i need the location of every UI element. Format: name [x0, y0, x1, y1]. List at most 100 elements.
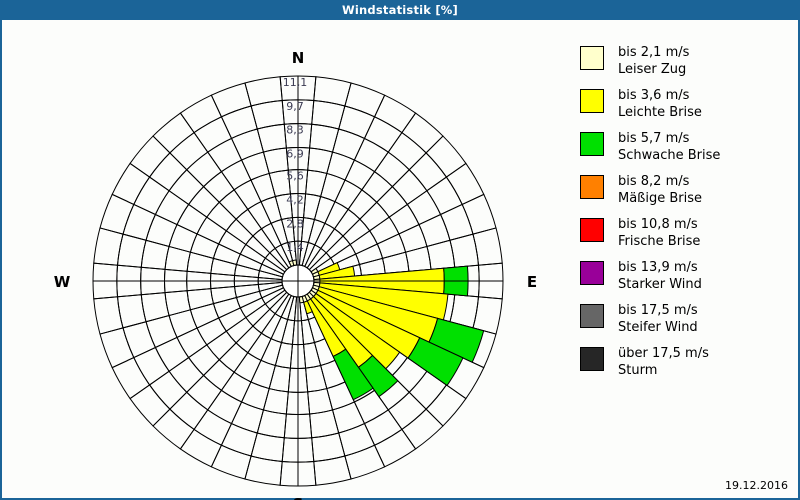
radial-tick-label: 6,9 — [286, 148, 304, 161]
grid-cell — [207, 137, 243, 173]
grid-cell — [303, 341, 322, 369]
grid-cell — [148, 370, 188, 410]
grid-cell — [425, 384, 467, 427]
wind-rose-segment — [407, 337, 464, 387]
grid-cell — [269, 291, 290, 315]
grid-cell — [196, 317, 228, 346]
grid-cell — [358, 257, 386, 276]
legend-beaufort-name: Sturm — [618, 363, 658, 378]
legend-speed-range: über 17,5 m/s — [618, 346, 709, 361]
grid-cell — [93, 227, 124, 266]
grid-cell — [305, 169, 328, 198]
grid-cell — [338, 105, 376, 140]
grid-cell — [206, 330, 237, 361]
legend-color-swatch — [580, 261, 604, 285]
grid-cell — [264, 252, 288, 273]
compass-label-south: S — [278, 495, 318, 500]
radial-tick-label: 11,1 — [283, 76, 308, 89]
grid-cell — [344, 159, 376, 191]
legend-label: bis 17,5 m/s Steifer Wind — [618, 302, 698, 336]
radial-tick-label: 5,6 — [286, 170, 304, 183]
legend-label: bis 13,9 m/s Starker Wind — [618, 259, 702, 293]
legend-beaufort-name: Steifer Wind — [618, 320, 698, 335]
legend-speed-range: bis 8,2 m/s — [618, 174, 690, 189]
grid-cell — [363, 116, 403, 153]
grid-cell — [388, 203, 420, 235]
legend-color-swatch — [580, 132, 604, 156]
grid-cell — [152, 112, 195, 154]
grid-cell — [361, 170, 394, 203]
grid-cell — [373, 151, 410, 188]
grid-cell — [280, 294, 295, 321]
legend-color-swatch — [580, 304, 604, 328]
grid-cell — [247, 332, 272, 361]
legend-beaufort-name: Frische Brise — [618, 234, 701, 249]
grid-cell — [202, 170, 235, 203]
legend-label: bis 10,8 m/s Frische Brise — [618, 216, 700, 250]
wind-rose-svg: 1,4 2,8 4,2 5,6 6,9 8,3 9,7 11,1 — [92, 75, 504, 487]
grid-cell — [186, 374, 223, 411]
grid-cell — [313, 455, 352, 486]
legend-item: bis 17,5 m/s Steifer Wind — [580, 302, 800, 345]
grid-cell — [307, 147, 334, 175]
legend-item: bis 13,9 m/s Starker Wind — [580, 259, 800, 302]
legend-beaufort-name: Leiser Zug — [618, 62, 687, 77]
grid-cell — [373, 428, 417, 468]
grid-cell — [305, 364, 328, 393]
grid-cell — [189, 303, 220, 329]
legend-item: bis 3,6 m/s Leichte Brise — [580, 87, 800, 130]
grid-cell — [258, 284, 285, 299]
compass-label-north: N — [291, 49, 305, 67]
legend-label: bis 8,2 m/s Mäßige Brise — [618, 173, 702, 207]
grid-cell — [154, 190, 190, 226]
legend-label: bis 3,6 m/s Leichte Brise — [618, 87, 702, 121]
grid-cell — [218, 189, 249, 220]
grid-cell — [99, 327, 135, 369]
compass-label-east: E — [526, 273, 538, 291]
grid-cell — [387, 391, 427, 431]
grid-cell — [154, 336, 190, 372]
legend-speed-range: bis 13,9 m/s — [618, 260, 698, 275]
grid-cell — [193, 409, 233, 446]
grid-cell — [381, 251, 410, 274]
grid-cell — [133, 346, 170, 386]
grid-cell — [187, 344, 220, 377]
grid-cell — [353, 137, 389, 173]
wind-rose-chart: 1,4 2,8 4,2 5,6 6,9 8,3 9,7 11,1 N E S W — [2, 20, 568, 500]
grid-cell — [93, 296, 124, 335]
grid-cell — [373, 94, 417, 134]
grid-cell — [313, 76, 352, 107]
grid-cell — [218, 230, 247, 255]
grid-cell — [206, 201, 237, 232]
grid-cell — [99, 193, 135, 235]
grid-cell — [193, 116, 233, 153]
legend-item: bis 10,8 m/s Frische Brise — [580, 216, 800, 259]
legend-speed-range: bis 17,5 m/s — [618, 303, 698, 318]
grid-cell — [164, 245, 192, 272]
grid-cell — [344, 82, 386, 118]
grid-cell — [169, 131, 209, 171]
grid-cell — [220, 422, 258, 457]
grid-cell — [207, 389, 243, 425]
radial-tick-label: 4,2 — [286, 193, 304, 206]
grid-cell — [408, 152, 448, 192]
grid-cell — [472, 296, 503, 335]
grid-cell — [391, 169, 428, 206]
radial-tick-labels: 1,4 2,8 4,2 5,6 6,9 8,3 9,7 11,1 — [93, 76, 503, 486]
legend-speed-range: bis 5,7 m/s — [618, 131, 690, 146]
legend-label: über 17,5 m/s Sturm — [618, 345, 709, 379]
grid-cell — [301, 241, 316, 268]
grid-cell — [218, 342, 249, 373]
grid-cell — [307, 387, 334, 415]
grid-cell — [376, 185, 409, 218]
grid-cell — [122, 203, 157, 241]
grid-cell — [406, 190, 442, 226]
grid-cell — [472, 227, 503, 266]
grid-cell — [344, 444, 386, 480]
radial-tick-label: 9,7 — [286, 100, 304, 113]
legend-color-swatch — [580, 175, 604, 199]
grid-cell — [387, 131, 427, 171]
grid-cell — [425, 135, 467, 178]
grid-cell — [401, 112, 444, 154]
legend-speed-range: bis 10,8 m/s — [618, 217, 698, 232]
